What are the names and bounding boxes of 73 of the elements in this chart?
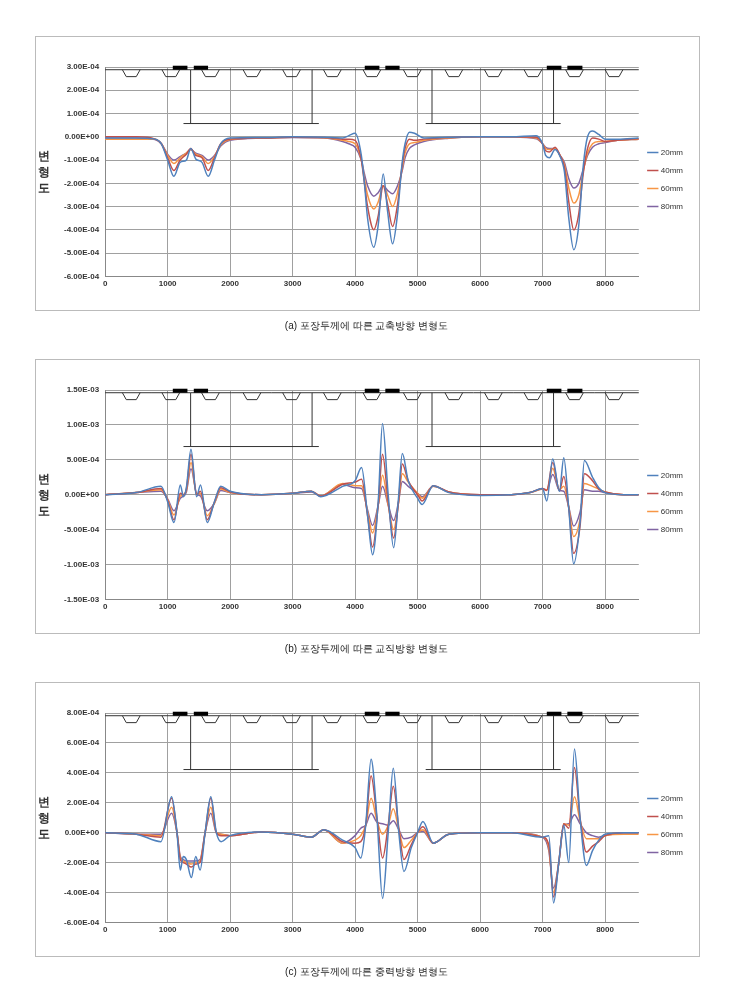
y-tick-label: 0.00E+00 [64, 827, 100, 837]
y-tick-label: -4.00E-04 [63, 887, 100, 897]
y-axis-title: 변형도 [37, 793, 51, 842]
text: (a) 포장두께에 따른 교축방향 변형도 [283, 319, 450, 333]
y-tick-label: 8.00E-04 [66, 708, 100, 718]
y-tick-label: -2.00E-04 [63, 857, 100, 867]
y-tick-label: 1.50E-03 [66, 385, 100, 395]
legend-label: 80mm [660, 524, 684, 534]
y-tick-label: -5.00E-04 [63, 524, 100, 534]
x-tick-label: 2000 [221, 279, 240, 289]
legend-label: 40mm [660, 811, 684, 821]
x-tick-label: 0 [102, 602, 108, 612]
legend-label: 80mm [660, 201, 684, 211]
y-tick-label: 2.00E-04 [66, 85, 100, 95]
y-tick-label: -1.00E-03 [63, 559, 100, 569]
y-tick-label: 2.00E-04 [66, 797, 100, 807]
y-tick-label: 1.00E-04 [66, 108, 100, 118]
x-tick-label: 3000 [283, 602, 303, 612]
line-series [105, 130, 639, 251]
x-tick-label: 4000 [346, 279, 365, 289]
x-tick-label: 8000 [596, 925, 615, 935]
y-tick-label: -4.00E-04 [63, 225, 100, 235]
x-tick-label: 7000 [533, 925, 552, 935]
y-tick-label: 0.00E+00 [64, 132, 100, 141]
line-series [105, 422, 639, 565]
legend-label: 60mm [660, 829, 684, 839]
text: (c) 포장두께에 따른 중력방향 변형도 [284, 965, 449, 979]
x-tick-label: 4000 [346, 602, 365, 612]
x-tick-label: 7000 [533, 602, 552, 612]
legend-label: 40mm [660, 165, 684, 175]
x-tick-label: 6000 [471, 279, 490, 289]
legend-label: 20mm [660, 470, 684, 480]
y-axis-title: 변형도 [37, 147, 51, 196]
y-tick-label: -5.00E-04 [63, 248, 100, 258]
x-tick-label: 6000 [471, 602, 490, 612]
x-tick-label: 6000 [471, 925, 490, 935]
y-tick-label: 4.00E-04 [66, 768, 100, 778]
legend-label: 20mm [660, 793, 684, 803]
x-tick-label: 0 [102, 279, 108, 289]
y-tick-label: 1.00E-03 [66, 420, 100, 430]
legend-label: 60mm [660, 183, 684, 193]
y-tick-label: -2.00E-04 [63, 178, 100, 188]
legend-label: 60mm [660, 506, 684, 516]
x-tick-label: 2000 [221, 602, 240, 612]
y-tick-label: -1.50E-03 [63, 594, 100, 604]
legend-label: 80mm [660, 847, 684, 857]
x-tick-label: 4000 [346, 925, 365, 935]
y-tick-label: -6.00E-04 [63, 917, 100, 927]
x-tick-label: 3000 [283, 279, 303, 289]
y-tick-label: 5.00E-04 [66, 455, 100, 464]
x-tick-label: 1000 [158, 602, 178, 612]
y-tick-label: -6.00E-04 [63, 271, 100, 281]
y-tick-label: 0.00E+00 [64, 489, 100, 499]
y-tick-label: -1.00E-04 [63, 155, 100, 165]
x-tick-label: 8000 [596, 602, 615, 612]
text: (b) 포장두께에 따른 교직방향 변형도 [283, 642, 450, 656]
x-tick-label: 0 [102, 925, 108, 935]
x-tick-label: 5000 [408, 602, 428, 612]
y-axis-title: 변형도 [37, 470, 51, 519]
x-tick-label: 5000 [408, 279, 428, 289]
x-tick-label: 2000 [221, 925, 240, 935]
legend-label: 40mm [660, 488, 684, 498]
y-tick-label: -3.00E-04 [63, 201, 100, 211]
y-tick-label: 6.00E-04 [66, 738, 100, 748]
x-tick-label: 1000 [158, 279, 178, 289]
y-tick-label: 3.00E-04 [66, 62, 100, 72]
x-tick-label: 1000 [158, 925, 178, 935]
x-tick-label: 8000 [596, 279, 615, 289]
x-tick-label: 3000 [283, 925, 303, 935]
line-series [105, 748, 639, 904]
legend-label: 20mm [660, 147, 684, 157]
x-tick-label: 7000 [533, 279, 552, 289]
x-tick-label: 5000 [408, 925, 428, 935]
